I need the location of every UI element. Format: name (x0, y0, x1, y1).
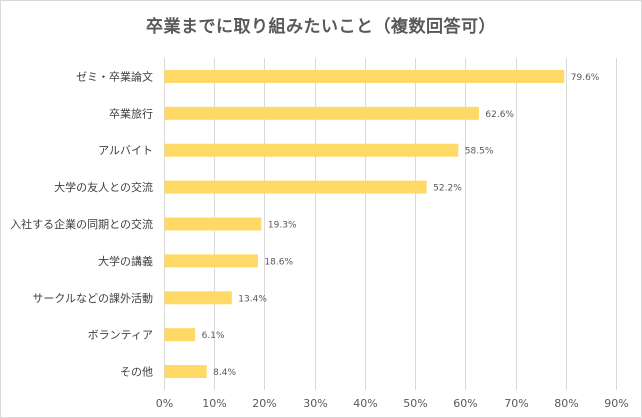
value-label-8: 8.4% (213, 368, 236, 378)
bars (164, 69, 565, 379)
category-label-2: アルバイト (98, 144, 153, 157)
category-label-6: サークルなどの課外活動 (32, 291, 153, 305)
value-label-1: 62.6% (485, 110, 514, 120)
bar-2 (164, 143, 459, 157)
labels: 0% 10% 20% 30% 40% 50% 60% 70% 80% 90% ゼミ・卒業論文 79.6… (10, 69, 629, 410)
value-label-6: 13.4% (238, 294, 267, 304)
category-label-3: 大学の友人との交流 (54, 180, 153, 194)
bar-6 (164, 291, 232, 305)
x-tick-label-10: 10% (202, 397, 226, 410)
bar-3 (164, 180, 427, 194)
x-tick-label-40: 40% (353, 397, 377, 410)
bar-8 (164, 365, 207, 379)
chart-title: 卒業までに取り組みたいこと（複数回答可） (146, 17, 496, 37)
value-label-7: 6.1% (202, 331, 225, 341)
bar-7 (164, 328, 196, 342)
x-tick-label-20: 20% (252, 397, 276, 410)
x-tick-label-80: 80% (554, 397, 578, 410)
value-label-3: 52.2% (433, 184, 462, 194)
value-label-2: 58.5% (465, 147, 494, 157)
category-label-0: ゼミ・卒業論文 (76, 69, 153, 83)
category-label-1: 卒業旅行 (109, 106, 153, 120)
bar-1 (164, 106, 479, 120)
x-tick-label-50: 50% (403, 397, 427, 410)
bar-4 (164, 217, 262, 231)
category-label-4: 入社する企業の同期との交流 (10, 217, 153, 231)
category-label-5: 大学の講義 (98, 254, 153, 268)
value-label-5: 18.6% (264, 257, 293, 267)
x-tick-label-30: 30% (303, 397, 327, 410)
category-label-8: その他 (120, 366, 153, 379)
value-label-0: 79.6% (571, 73, 600, 83)
x-tick-label-0: 0% (156, 397, 173, 410)
x-tick-label-70: 70% (504, 397, 528, 410)
value-label-4: 19.3% (268, 221, 297, 231)
category-label-7: ボランティア (88, 329, 153, 342)
x-tick-label-90: 90% (604, 397, 628, 410)
x-tick-label-60: 60% (453, 397, 477, 410)
bar-0 (164, 69, 565, 83)
bar-5 (164, 254, 258, 268)
